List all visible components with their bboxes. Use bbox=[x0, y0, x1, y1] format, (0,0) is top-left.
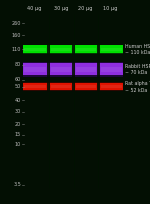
Text: 3.5: 3.5 bbox=[13, 182, 21, 187]
Bar bbox=[23, 83, 123, 90]
Text: 50: 50 bbox=[15, 84, 21, 89]
Bar bbox=[101, 48, 122, 51]
Text: 15: 15 bbox=[15, 132, 21, 137]
Bar bbox=[24, 85, 46, 88]
Bar bbox=[47, 44, 50, 55]
Text: 10: 10 bbox=[15, 142, 21, 146]
Bar bbox=[72, 81, 75, 93]
Bar bbox=[23, 62, 123, 77]
Bar bbox=[76, 85, 96, 88]
Bar bbox=[97, 60, 100, 79]
Bar bbox=[24, 67, 46, 72]
Bar bbox=[23, 82, 123, 91]
Text: 40 μg: 40 μg bbox=[27, 6, 42, 11]
Bar bbox=[76, 48, 96, 51]
Bar bbox=[24, 48, 46, 51]
Bar bbox=[51, 67, 71, 72]
Bar bbox=[97, 43, 100, 55]
Bar bbox=[72, 82, 75, 92]
Text: 20 μg: 20 μg bbox=[78, 6, 92, 11]
Bar bbox=[76, 67, 96, 72]
Text: 80: 80 bbox=[15, 62, 21, 67]
Bar bbox=[101, 85, 122, 88]
Bar bbox=[72, 61, 75, 78]
Bar bbox=[51, 48, 71, 51]
Bar bbox=[97, 81, 100, 93]
Bar bbox=[51, 85, 71, 88]
Bar bbox=[101, 67, 122, 72]
Bar bbox=[97, 44, 100, 55]
Bar bbox=[97, 82, 100, 92]
Bar bbox=[47, 81, 50, 93]
Text: 110: 110 bbox=[12, 47, 21, 52]
Bar bbox=[23, 45, 123, 54]
Bar bbox=[47, 43, 50, 55]
Text: 20: 20 bbox=[15, 122, 21, 127]
Bar bbox=[47, 60, 50, 79]
Text: 30: 30 bbox=[15, 109, 21, 114]
Text: Rat alpha Tubulin
~ 52 kDa: Rat alpha Tubulin ~ 52 kDa bbox=[125, 81, 150, 92]
Bar bbox=[97, 61, 100, 78]
Text: Rabbit HSP70
~ 70 kDa: Rabbit HSP70 ~ 70 kDa bbox=[125, 64, 150, 75]
Bar bbox=[23, 45, 123, 53]
Text: 260: 260 bbox=[12, 21, 21, 26]
Bar bbox=[72, 60, 75, 79]
Bar bbox=[72, 43, 75, 55]
Bar bbox=[47, 61, 50, 78]
Bar bbox=[47, 82, 50, 92]
Text: 60: 60 bbox=[15, 77, 21, 82]
Bar bbox=[72, 44, 75, 55]
Bar bbox=[23, 63, 123, 75]
Text: 160: 160 bbox=[12, 33, 21, 38]
Text: 30 μg: 30 μg bbox=[54, 6, 68, 11]
Text: 10 μg: 10 μg bbox=[103, 6, 117, 11]
Text: 40: 40 bbox=[15, 98, 21, 103]
Text: Human HSPA4
~ 110 kDa: Human HSPA4 ~ 110 kDa bbox=[125, 44, 150, 55]
